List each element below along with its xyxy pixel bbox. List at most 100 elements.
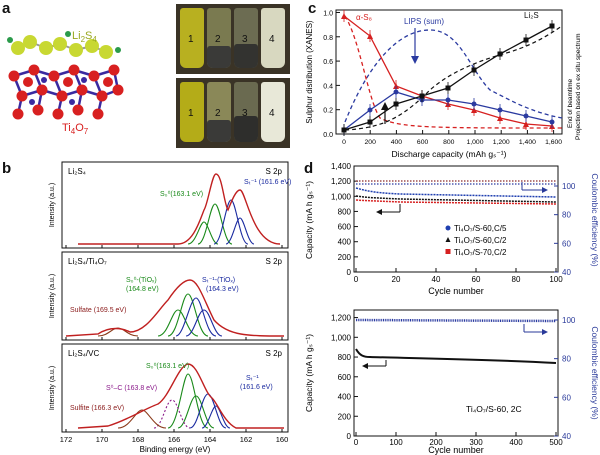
li2s-marker <box>523 37 529 43</box>
c-xtick-label: 200 <box>365 139 377 146</box>
panel-c-chart: Sulphur distribution (XANES) Discharge c… <box>305 9 582 159</box>
d-top-ytick-label: 1,200 <box>331 177 352 186</box>
vial-photo-top: 1 2 3 4 <box>176 4 290 74</box>
d-top-ytick-label: 0 <box>347 268 352 277</box>
li2s-marker <box>549 23 555 29</box>
xps-ann-2-2: Sₜ⁻¹-(TiOₓ) <box>202 277 235 284</box>
c-xtick-label: 1,000 <box>466 139 483 146</box>
d-top-ytick-label: 600 <box>338 223 352 232</box>
d-bot-rtick-label: 100 <box>562 316 576 325</box>
vial-3-top-dark <box>234 44 258 68</box>
c-xtick-label: 1,200 <box>493 139 510 146</box>
vial-2-bottom-dark <box>207 120 231 142</box>
d-bottom-ylabel-left: Capacity (mA h gₛ⁻¹) <box>304 334 314 412</box>
xps-region-3: S 2p <box>266 349 283 358</box>
li2s4-label: Li2S4 <box>72 30 97 45</box>
b-xtick-label: 168 <box>132 435 145 444</box>
panel-c-arrows <box>381 28 419 124</box>
c-xtick-label: 0 <box>342 139 346 146</box>
panel-d-chart: Capacity (mA h gₛ⁻¹) Coulombic efficienc… <box>304 162 600 455</box>
d-top-xtick-label: 40 <box>432 275 441 284</box>
vial-num-2-bottom: 2 <box>215 108 221 119</box>
panel-a-label: a <box>2 0 11 17</box>
lips-marker <box>471 101 477 107</box>
d-top-ytick-label: 800 <box>338 207 352 216</box>
xps-xlabel: Binding energy (eV) <box>140 445 211 454</box>
xps-title-1: Li₂S₄ <box>68 167 86 176</box>
xps-sub3-components <box>77 363 284 429</box>
lips-marker <box>497 107 503 113</box>
alpha-s8-marker <box>497 115 503 121</box>
li2s-marker <box>419 93 425 99</box>
d-top-xlabel: Cycle number <box>428 286 484 296</box>
d-top-xtick-label: 0 <box>354 275 359 284</box>
d-top-xtick-label: 80 <box>512 275 521 284</box>
vial-2-top-dark <box>207 46 231 68</box>
xps-frame-3 <box>61 343 289 433</box>
lips-marker <box>549 119 555 125</box>
vial-3-bottom-dark <box>234 116 258 142</box>
b-xtick-label: 162 <box>240 435 253 444</box>
xps-ann-2-3: (164.3 eV) <box>206 286 239 293</box>
xps-ann-2-4: Sulfate (169.5 eV) <box>70 307 126 314</box>
li2s-dashed <box>344 25 563 131</box>
d-top-ytick-label: 400 <box>338 238 352 247</box>
panel-c-label: c <box>308 0 317 17</box>
d-top-rtick-label: 80 <box>562 211 571 220</box>
ti-atoms <box>29 77 87 105</box>
legend-item-2: Ti₄O₇/S-60,C/2 <box>454 236 507 245</box>
lips-marker <box>367 107 373 113</box>
xps-ann-1-1: Sₜ⁻¹ (161.6 eV) <box>244 179 291 186</box>
d-top-xtick-label: 60 <box>472 275 481 284</box>
xps-ylabel-3: Intensity (a.u.) <box>49 366 56 410</box>
d-bot-ytick-label: 400 <box>338 393 352 402</box>
ti4o7-atoms <box>8 64 124 120</box>
d-top-ticks: 0 200 400 600 800 1,000 1,200 1,400 40 60 80 100 0 20… <box>331 162 576 284</box>
vial-4-top <box>261 8 285 68</box>
c-ytick-label: 1.0 <box>323 10 333 17</box>
d-top-legend: Ti₄O₇/S-60,C/5 Ti₄O₇/S-60,C/2 Ti₄O₇/S-70… <box>445 224 507 257</box>
lips-label: LIPS (sum) <box>404 17 444 26</box>
d-bot-ytick-label: 600 <box>338 373 352 382</box>
d-top-frame <box>353 165 559 273</box>
alpha-s8-marker <box>523 121 529 127</box>
li2s-marker <box>367 119 373 125</box>
beamtime-side-text: End of beamtime <box>567 78 574 128</box>
d-bot-xtick-label: 100 <box>389 438 403 447</box>
d-top-xtick-label: 20 <box>392 275 401 284</box>
d-top-series <box>355 180 557 205</box>
d-top-arrows <box>376 182 548 215</box>
c-ytick-label: 0.6 <box>323 59 333 66</box>
panel-c-curves <box>344 15 563 131</box>
d-bot-xtick-label: 300 <box>469 438 483 447</box>
li2s-marker <box>445 85 451 91</box>
li2s4-chain <box>7 31 121 59</box>
d-top-ytick-label: 200 <box>338 253 352 262</box>
xps-ann-3-1: S⁰–C (163.8 eV) <box>106 384 157 392</box>
c-ytick-label: 0.2 <box>323 108 333 115</box>
panel-c-xticks: 0 200 400 600 800 1,000 1,200 1,400 1,600 <box>342 130 562 146</box>
li2s-marker <box>341 127 347 133</box>
xps-ann-3-0: S₀⁰(163.1 eV) <box>146 362 189 370</box>
d-top-rtick-label: 60 <box>562 239 571 248</box>
panel-c-series <box>341 10 555 136</box>
d-bot-rtick-label: 80 <box>562 355 571 364</box>
d-bottom-arrows <box>362 324 548 369</box>
xps-frame-2 <box>61 251 289 341</box>
d-bottom-annotation: Ti₄O₇/S-60, 2C <box>466 404 522 414</box>
alpha-s8-label: α-S₈ <box>356 13 372 22</box>
alpha-s8-marker <box>367 33 373 39</box>
d-bottom-ylabel-right: Coulombic efficiency (%) <box>590 326 600 420</box>
c-xtick-label: 1,600 <box>545 139 562 146</box>
xps-region-2: S 2p <box>266 257 283 266</box>
d-bot-ytick-label: 800 <box>338 353 352 362</box>
xps-frame-1 <box>61 161 289 249</box>
d-top-ytick-label: 1,400 <box>331 162 352 171</box>
xps-ann-3-2: Sₜ⁻¹ <box>246 375 259 382</box>
c-xtick-label: 600 <box>417 139 429 146</box>
d-bot-ytick-label: 1,000 <box>331 333 352 342</box>
b-xtick-label: 172 <box>60 435 73 444</box>
li2s-label: Li₂S <box>524 11 539 20</box>
d-top-xtick-label: 100 <box>549 275 563 284</box>
c-xtick-label: 1,400 <box>519 139 536 146</box>
